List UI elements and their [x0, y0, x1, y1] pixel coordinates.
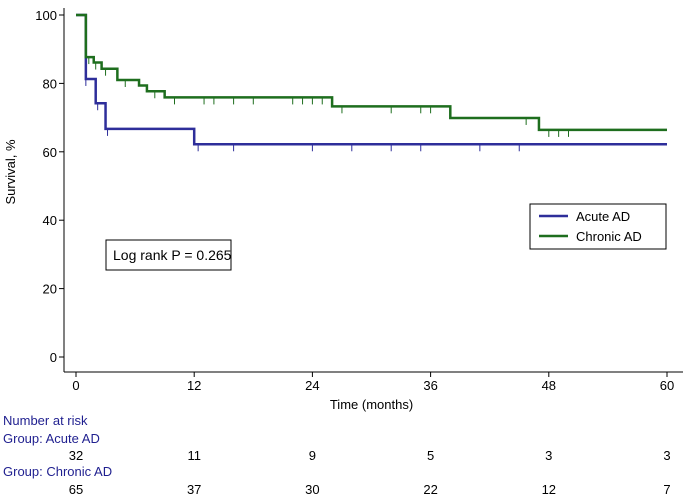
annotation-box — [105, 239, 232, 271]
risk-count: 5 — [427, 448, 434, 463]
y-axis-title: Survival, % — [3, 139, 18, 204]
legend-box — [529, 203, 667, 250]
risk-count: 3 — [545, 448, 552, 463]
risk-count: 30 — [305, 482, 319, 497]
y-tick-label: 0 — [50, 350, 57, 365]
series-line-acute-ad — [76, 13, 667, 146]
y-axis-ticks: 0 20 40 60 80 100 — [35, 8, 64, 365]
annotation-text: Log rank P = 0.265 — [113, 247, 232, 263]
x-tick-label: 24 — [305, 378, 319, 393]
risk-count: 9 — [309, 448, 316, 463]
risk-count: 3 — [663, 448, 670, 463]
x-tick-label: 48 — [542, 378, 556, 393]
risk-count: 11 — [187, 448, 201, 463]
risk-count: 65 — [69, 482, 83, 497]
risk-group-label: Group: Chronic AD — [3, 464, 112, 479]
legend-label: Acute AD — [576, 209, 630, 224]
x-tick-label: 12 — [187, 378, 201, 393]
x-axis-ticks: 0 12 24 36 48 60 — [72, 372, 674, 393]
y-tick-label: 20 — [43, 282, 57, 297]
risk-group-label: Group: Acute AD — [3, 431, 100, 446]
legend-label: Chronic AD — [576, 229, 642, 244]
x-tick-label: 0 — [72, 378, 79, 393]
risk-count: 12 — [542, 482, 556, 497]
series-line-chronic-ad — [76, 13, 667, 132]
x-tick-label: 60 — [660, 378, 674, 393]
risk-count: 22 — [423, 482, 437, 497]
x-axis-title: Time (months) — [330, 397, 413, 412]
risk-count: 37 — [187, 482, 201, 497]
y-tick-label: 100 — [35, 8, 57, 23]
y-tick-label: 60 — [43, 145, 57, 160]
y-tick-label: 40 — [43, 213, 57, 228]
series-layer — [76, 13, 667, 152]
x-tick-label: 36 — [423, 378, 437, 393]
risk-table-header: Number at risk — [3, 413, 88, 428]
y-tick-label: 80 — [43, 76, 57, 91]
risk-table: Number at risk Group: Acute AD 32 11 9 5 3 3 Gr… — [3, 413, 671, 497]
log-rank-annotation: Log rank P = 0.265 — [105, 239, 232, 271]
legend: Acute AD Chronic AD — [529, 203, 667, 250]
risk-count: 7 — [663, 482, 670, 497]
risk-count: 32 — [69, 448, 83, 463]
